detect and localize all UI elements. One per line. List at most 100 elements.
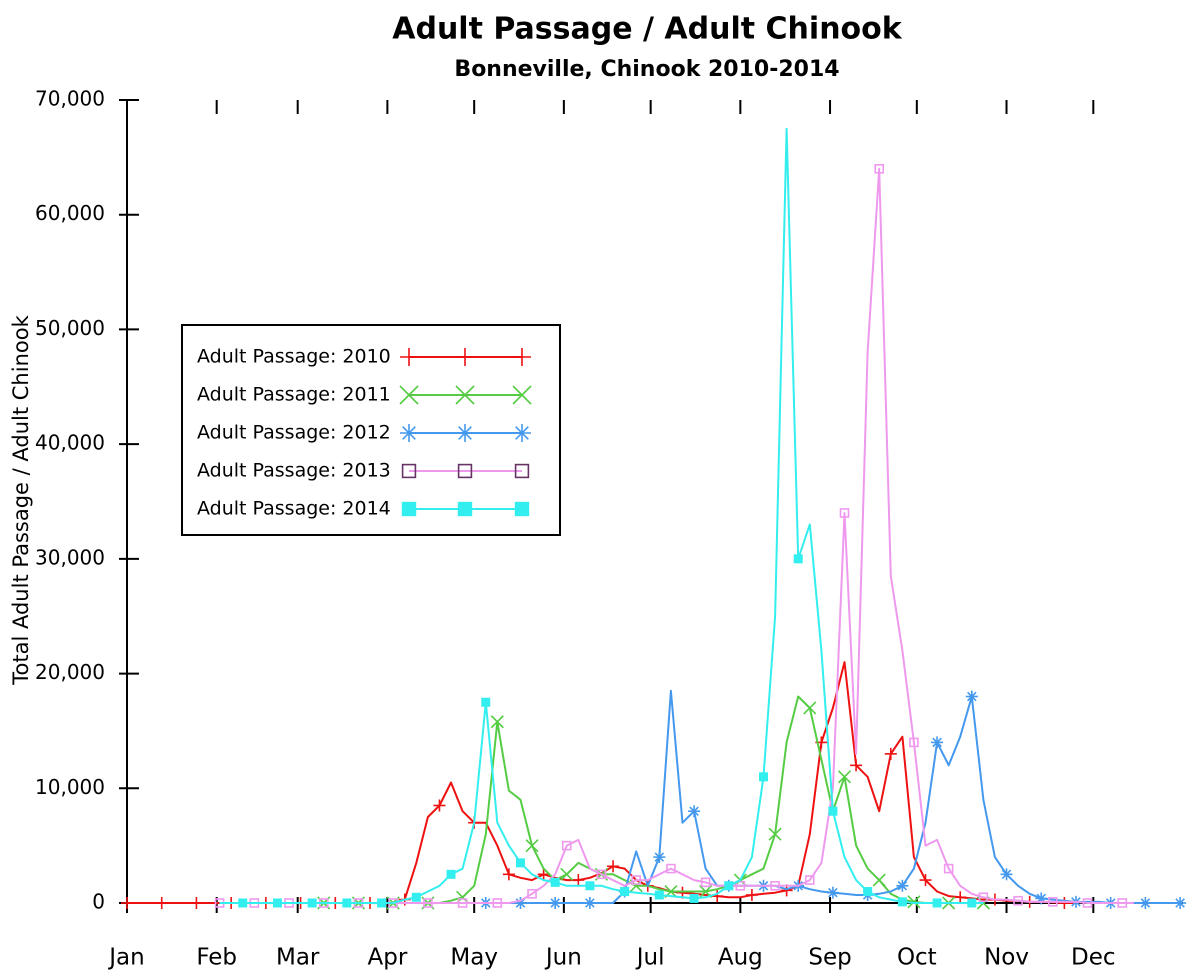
x-tick-label: Aug: [718, 945, 763, 971]
marker: [931, 736, 944, 749]
marker-box: [423, 898, 433, 908]
marker: [653, 851, 666, 864]
marker: [411, 892, 421, 902]
marker-box: [666, 863, 676, 874]
marker-stroke: [550, 898, 560, 908]
y-tick-label: 70,000: [35, 87, 105, 111]
marker-stroke: [585, 898, 595, 908]
marker-box: [527, 889, 537, 899]
x-tick-label: Mar: [276, 945, 320, 971]
marker-box: [1082, 898, 1093, 908]
marker: [456, 424, 474, 442]
marker: [874, 164, 885, 174]
marker: [711, 890, 724, 903]
marker-box: [457, 501, 473, 517]
marker-box: [514, 501, 530, 517]
marker: [457, 463, 473, 479]
x-tick-label: Feb: [196, 945, 237, 971]
legend-label: Adult Passage: 2010: [197, 346, 391, 368]
marker-stroke: [828, 887, 838, 898]
marker-stroke: [512, 385, 532, 405]
marker-box: [550, 877, 560, 887]
y-tick-label: 60,000: [35, 201, 105, 225]
marker: [978, 892, 989, 903]
marker: [954, 891, 967, 904]
marker-box: [1048, 897, 1058, 907]
marker: [688, 805, 701, 818]
marker-box: [401, 501, 417, 517]
marker: [121, 897, 133, 909]
marker: [514, 501, 530, 517]
marker-box: [724, 881, 734, 891]
marker: [515, 858, 525, 868]
marker: [502, 868, 515, 881]
chart-subtitle: Bonneville, Chinook 2010-2014: [454, 57, 839, 82]
marker-box: [654, 890, 664, 900]
legend-label: Adult Passage: 2014: [197, 498, 391, 520]
marker: [455, 385, 475, 405]
marker: [828, 806, 838, 816]
marker-box: [932, 898, 942, 908]
marker: [1117, 898, 1128, 908]
marker: [550, 877, 560, 887]
marker: [700, 877, 711, 888]
marker: [1082, 898, 1093, 908]
marker: [735, 880, 746, 891]
marker: [560, 867, 574, 881]
marker: [585, 881, 595, 891]
marker: [492, 898, 503, 908]
marker-stroke: [525, 839, 539, 853]
marker: [272, 898, 282, 908]
marker-box: [978, 892, 989, 903]
marker-box: [514, 463, 530, 479]
marker: [839, 508, 850, 518]
y-tick-label: 20,000: [35, 660, 105, 684]
marker-stroke: [402, 426, 416, 440]
marker-stroke: [872, 873, 886, 887]
marker-box: [515, 858, 525, 868]
y-tick-label: 0: [92, 890, 105, 914]
marker-box: [758, 772, 768, 782]
marker: [689, 893, 699, 903]
marker-stroke: [967, 691, 977, 702]
marker-stroke: [515, 426, 529, 440]
marker-stroke: [932, 737, 942, 748]
marker: [1174, 897, 1187, 909]
marker: [525, 839, 539, 853]
marker-stroke: [803, 701, 817, 715]
marker: [863, 887, 873, 897]
marker: [377, 898, 387, 908]
marker: [850, 759, 863, 772]
marker: [190, 897, 203, 909]
marker-box: [735, 880, 746, 891]
marker: [596, 869, 607, 880]
marker-box: [457, 463, 473, 479]
marker: [837, 770, 852, 784]
marker-box: [689, 893, 699, 903]
marker-stroke: [560, 867, 574, 881]
marker-box: [457, 898, 468, 908]
x-tick-label: Nov: [984, 945, 1029, 971]
marker-stroke: [689, 806, 699, 816]
marker: [400, 424, 418, 442]
y-tick-label: 30,000: [35, 545, 105, 569]
marker-stroke: [1001, 869, 1012, 880]
marker: [1013, 895, 1023, 906]
marker-box: [401, 463, 417, 479]
marker: [527, 889, 537, 899]
marker: [155, 897, 168, 909]
marker-stroke: [1140, 898, 1151, 908]
marker-box: [804, 875, 815, 885]
marker: [897, 897, 907, 907]
marker-box: [342, 898, 352, 908]
marker-box: [909, 737, 919, 748]
marker: [631, 875, 641, 885]
marker-box: [411, 892, 421, 902]
marker: [745, 888, 758, 901]
marker: [768, 827, 782, 841]
marker-stroke: [490, 715, 504, 729]
marker-box: [377, 898, 387, 908]
marker: [401, 501, 417, 517]
marker-box: [481, 697, 491, 707]
